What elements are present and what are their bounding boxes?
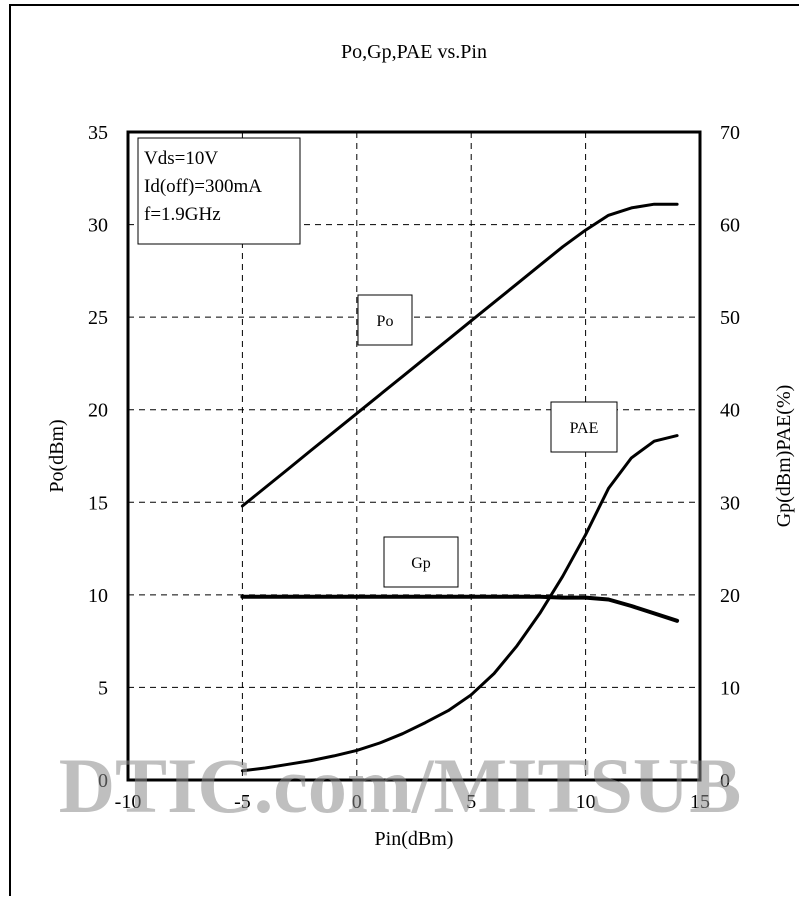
x-tick-label: -10 <box>115 791 142 813</box>
condition-line: Id(off)=300mA <box>144 176 262 197</box>
y-axis-label: Po(dBm) <box>46 419 68 492</box>
x-tick-label: -5 <box>234 791 251 813</box>
series-label-pae: PAE <box>570 420 599 437</box>
x-tick-label: 0 <box>352 791 362 813</box>
series-line-po <box>240 202 679 508</box>
condition-line: f=1.9GHz <box>144 204 221 225</box>
y-tick-label: 15 <box>88 492 108 514</box>
watermark-text: DTIC.com/MITSUB <box>59 742 742 829</box>
y2-tick-label: 30 <box>720 492 740 514</box>
x-tick-label: 15 <box>690 791 710 813</box>
series-label-box-gp <box>383 536 459 588</box>
series-label-box-pae <box>550 401 618 453</box>
y-tick-label: 5 <box>98 677 108 699</box>
y2-tick-label: 50 <box>720 307 740 329</box>
y2-tick-label: 20 <box>720 585 740 607</box>
plot-area-frame <box>126 130 702 782</box>
y-tick-label: 0 <box>98 770 108 792</box>
y2-tick-label: 10 <box>720 677 740 699</box>
y2-tick-label: 0 <box>720 770 730 792</box>
y-tick-label: 20 <box>88 400 108 422</box>
y-tick-label: 25 <box>88 307 108 329</box>
conditions-box <box>137 137 301 245</box>
y-tick-label: 30 <box>88 215 108 237</box>
x-axis-label: Pin(dBm) <box>375 828 454 850</box>
y-tick-label: 35 <box>88 122 108 144</box>
series-line-pae <box>240 434 679 773</box>
series-label-box-po <box>357 294 413 346</box>
x-tick-label: 5 <box>466 791 476 813</box>
y2-tick-label: 70 <box>720 122 740 144</box>
y2-tick-label: 40 <box>720 400 740 422</box>
y2-tick-label: 60 <box>720 215 740 237</box>
condition-line: Vds=10V <box>144 148 218 169</box>
series-line-gp <box>240 594 680 623</box>
chart-title: Po,Gp,PAE vs.Pin <box>341 41 487 63</box>
y2-axis-label: Gp(dBm)PAE(%) <box>773 385 795 528</box>
x-tick-label: 10 <box>576 791 596 813</box>
y-tick-label: 10 <box>88 585 108 607</box>
series-label-gp: Gp <box>411 555 431 572</box>
series-label-po: Po <box>377 313 394 330</box>
figure-frame <box>9 4 799 896</box>
